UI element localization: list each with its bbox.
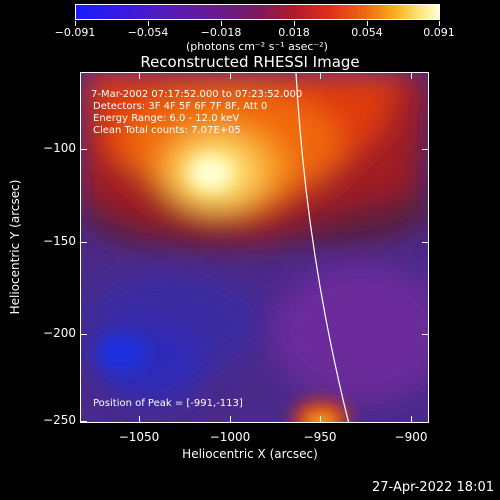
- y-tick-label: −100: [43, 141, 76, 155]
- x-tick: [411, 416, 412, 423]
- y-tick: [80, 421, 87, 422]
- colorbar-units: (photons cm⁻² s⁻¹ asec⁻²): [186, 40, 328, 53]
- x-tick: [230, 72, 231, 79]
- colorbar-tick-label: −0.091: [54, 26, 96, 39]
- colorbar-tick: [148, 21, 149, 26]
- y-tick: [422, 242, 429, 243]
- x-axis-title: Heliocentric X (arcsec): [182, 447, 318, 461]
- x-tick: [320, 416, 321, 423]
- x-tick-label: −900: [394, 430, 428, 444]
- info-detectors: Detectors: 3F 4F 5F 6F 7F 8F, Att 0: [93, 101, 268, 112]
- x-tick: [139, 72, 140, 79]
- x-tick: [230, 416, 231, 423]
- y-tick-label: −150: [43, 234, 76, 248]
- y-tick: [422, 334, 429, 335]
- info-time-range: 7-Mar-2002 07:17:52.000 to 07:23:52.000: [91, 89, 303, 100]
- y-axis-title: Heliocentric Y (arcsec): [8, 179, 22, 315]
- y-tick-label: −250: [43, 413, 76, 427]
- solar-limb-line: [295, 73, 350, 422]
- colorbar-tick-label: 0.018: [278, 26, 310, 39]
- x-tick-label: −1050: [118, 430, 160, 444]
- info-energy-range: Energy Range: 6.0 - 12.0 keV: [93, 113, 240, 124]
- colorbar-tick: [294, 21, 295, 26]
- colorbar-tick: [75, 21, 76, 26]
- info-total-counts: Clean Total counts: 7.07E+05: [93, 125, 241, 136]
- info-peak-position: Position of Peak = [-991,-113]: [93, 398, 243, 409]
- colorbar-tick-label: 0.091: [423, 26, 455, 39]
- date-stamp: 27-Apr-2022 18:01: [372, 480, 494, 495]
- colorbar-tick: [367, 21, 368, 26]
- colorbar-tick-label: −0.018: [200, 26, 242, 39]
- x-tick: [139, 416, 140, 423]
- colorbar-tick-label: −0.054: [127, 26, 169, 39]
- heatmap-image: [81, 73, 428, 422]
- plot-title: Reconstructed RHESSI Image: [140, 53, 360, 71]
- x-tick-label: −950: [303, 430, 337, 444]
- x-tick: [411, 72, 412, 79]
- y-tick: [80, 242, 87, 243]
- image-plot: 7-Mar-2002 07:17:52.000 to 07:23:52.000 …: [80, 72, 429, 423]
- colorbar-tick: [221, 21, 222, 26]
- y-tick-label: −200: [43, 326, 76, 340]
- colorbar: [75, 4, 440, 20]
- colorbar-tick: [439, 21, 440, 26]
- y-tick: [80, 149, 87, 150]
- y-tick: [422, 149, 429, 150]
- x-tick: [320, 72, 321, 79]
- x-tick-label: −1000: [209, 430, 251, 444]
- colorbar-tick-label: 0.054: [351, 26, 383, 39]
- y-tick: [80, 334, 87, 335]
